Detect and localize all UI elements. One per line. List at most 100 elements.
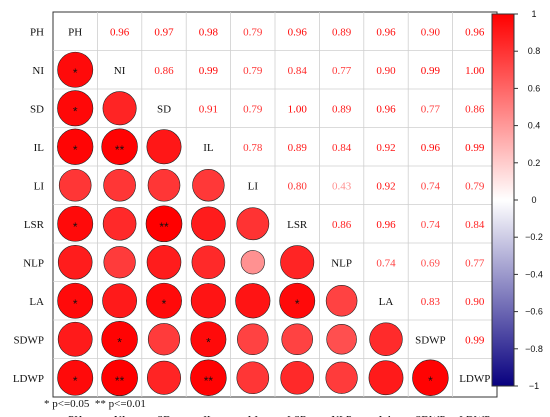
column-label-ph: PH [68, 414, 82, 417]
colorbar-tick-label: 1 [531, 9, 536, 19]
correlation-value: 0.79 [465, 180, 485, 192]
significance-marker: * [295, 297, 300, 311]
correlation-circle [236, 361, 270, 395]
correlation-value: 0.74 [376, 257, 396, 269]
correlation-circle [369, 322, 403, 356]
correlation-circle [102, 206, 137, 241]
correlation-circle [236, 207, 270, 241]
significance-marker: * [73, 374, 78, 388]
significance-marker: * [73, 220, 78, 234]
correlation-circle [190, 359, 227, 396]
row-label-ni: NI [32, 65, 44, 77]
correlation-value: 0.89 [332, 103, 352, 115]
diagonal-label: NLP [331, 257, 352, 269]
correlation-value: 0.86 [465, 103, 485, 115]
row-label-ph: PH [30, 26, 44, 38]
colorbar-tick-label: 0 [531, 195, 536, 205]
diagonal-label: PH [68, 26, 82, 38]
correlation-circle [368, 360, 404, 396]
correlation-circle [240, 250, 265, 275]
correlation-value: 1.00 [465, 65, 485, 77]
diagonal-label: IL [203, 142, 214, 154]
correlation-value: 0.77 [421, 103, 441, 115]
diagonal-label: LDWP [459, 373, 490, 385]
correlation-value: 0.84 [288, 65, 308, 77]
correlation-circle [279, 282, 316, 319]
row-label-nlp: NLP [23, 257, 44, 269]
correlation-value: 0.90 [421, 26, 441, 38]
correlation-value: 0.96 [110, 26, 130, 38]
correlation-circle [57, 321, 93, 357]
correlation-value: 0.80 [288, 180, 308, 192]
correlation-value: 0.92 [376, 180, 395, 192]
correlation-value: 0.92 [376, 142, 395, 154]
significance-marker: * [428, 374, 433, 388]
significance-marker: * [73, 143, 78, 157]
column-label-nlp: NLP [331, 414, 352, 417]
significance-marker: ** [204, 374, 214, 388]
correlation-value: 0.77 [465, 257, 485, 269]
correlation-value: 0.86 [332, 219, 352, 231]
colorbar-tick-label: 0.2 [528, 158, 541, 168]
correlation-circle [147, 360, 181, 395]
correlation-circle [57, 90, 94, 127]
correlation-value: 0.77 [332, 65, 352, 77]
correlation-value: 0.91 [199, 103, 218, 115]
column-label-sdwp: SDWP [415, 414, 446, 417]
correlation-circle [57, 205, 94, 242]
correlation-value: 0.98 [199, 26, 219, 38]
correlation-circle [146, 282, 182, 319]
column-label-il: IL [203, 414, 214, 417]
correlation-value: 0.96 [465, 26, 485, 38]
matrix-labels: PH PH PH 0.96 0.97 0.98 0.79 0.96 0.89 0.96 0.90 0.… [13, 26, 491, 417]
correlation-circle [412, 359, 449, 396]
correlation-circle [191, 206, 226, 242]
correlation-circle [103, 246, 136, 279]
correlation-value: 0.79 [243, 103, 263, 115]
significance-marker: * [162, 297, 167, 311]
row-label-li: LI [34, 180, 45, 192]
correlation-value: 0.89 [332, 26, 352, 38]
correlation-value: 0.86 [154, 65, 174, 77]
correlation-circle [281, 323, 313, 356]
correlation-circle [325, 361, 358, 394]
correlation-circle [58, 168, 92, 202]
correlation-circle [57, 128, 94, 165]
colorbar-gradient [491, 13, 515, 387]
significance-marker: * [73, 66, 78, 80]
colorbar: 1 0.8 0.6 0.4 0.2 0 −0.2 −0.4 −0.6 −0.8 −1 [491, 9, 543, 391]
significance-marker: * [117, 335, 122, 349]
colorbar-tick-label: −0.6 [525, 307, 543, 317]
colorbar-tick-label: −1 [529, 381, 539, 391]
diagonal-label: LSR [287, 219, 308, 231]
significance-marker: * [73, 297, 78, 311]
significance-footnote: * p<=0.05 ** p<=0.01 [44, 398, 146, 410]
diagonal-label: NI [114, 65, 126, 77]
correlation-circle [102, 91, 137, 126]
significance-marker: ** [159, 220, 169, 234]
correlation-circle [101, 128, 138, 165]
correlation-circle [326, 323, 357, 355]
correlation-value: 0.90 [465, 296, 485, 308]
significance-marker: * [73, 104, 78, 118]
colorbar-tick-label: 0.4 [528, 121, 541, 131]
correlation-circle [146, 129, 182, 165]
correlation-value: 0.96 [288, 26, 308, 38]
correlation-circles [57, 51, 449, 397]
diagonal-label: LA [379, 296, 394, 308]
correlation-value: 0.99 [421, 65, 441, 77]
correlation-circle [191, 245, 226, 280]
correlation-value: 0.96 [376, 219, 396, 231]
correlation-circle [280, 360, 314, 395]
correlation-value: 0.79 [243, 26, 263, 38]
correlation-circle [103, 168, 136, 202]
correlation-circle [235, 283, 271, 319]
correlation-value: 0.89 [288, 142, 308, 154]
correlation-value: 0.74 [421, 180, 441, 192]
column-label-ldwp: LDWP [459, 414, 490, 417]
correlation-circle [147, 168, 181, 202]
correlation-value: 0.83 [421, 296, 441, 308]
row-label-lsr: LSR [24, 219, 45, 231]
column-label-la: LA [379, 414, 394, 417]
